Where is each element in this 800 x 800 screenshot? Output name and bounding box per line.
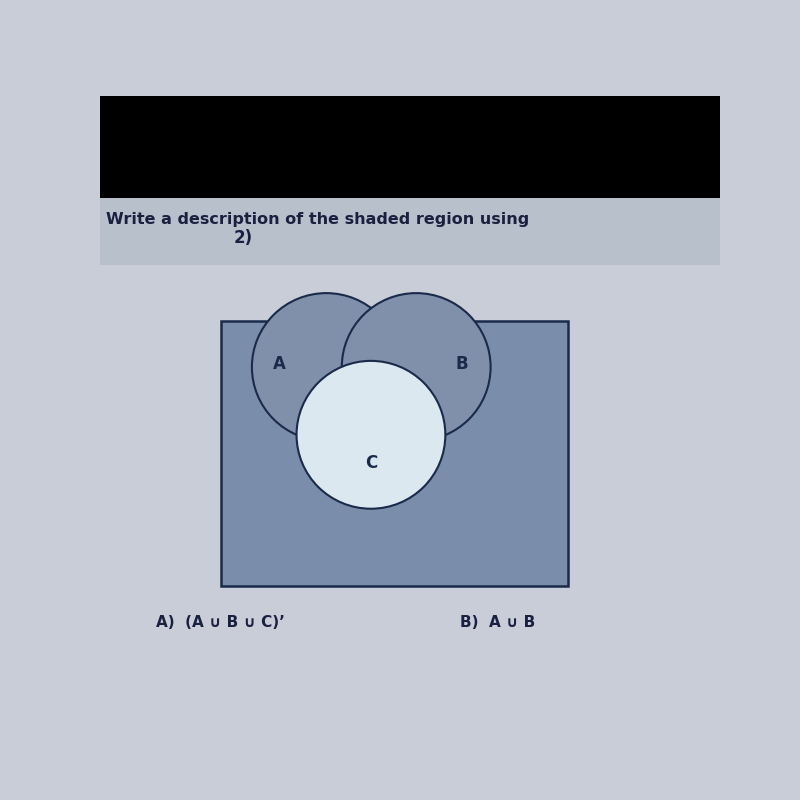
- Text: A)  (A ∪ B ∪ C)’: A) (A ∪ B ∪ C)’: [156, 615, 285, 630]
- Text: C: C: [365, 454, 377, 471]
- Text: Write a description of the shaded region using: Write a description of the shaded region…: [106, 212, 530, 226]
- Text: B)  A ∪ B: B) A ∪ B: [459, 615, 535, 630]
- Text: 1) A = {200, 201, 202, ..., 2000}: 1) A = {200, 201, 202, ..., 2000}: [257, 162, 526, 178]
- Text: 2): 2): [234, 229, 253, 246]
- Circle shape: [297, 361, 446, 509]
- Bar: [100, 198, 720, 266]
- Text: B) n(A) =: B) n(A) =: [529, 180, 607, 194]
- Text: B: B: [456, 355, 468, 373]
- Circle shape: [252, 293, 401, 441]
- Circle shape: [342, 293, 490, 441]
- Bar: [221, 321, 568, 586]
- Text: A) n(A) = 1801: A) n(A) = 1801: [195, 180, 321, 194]
- Text: A: A: [274, 355, 286, 373]
- Bar: [100, 96, 720, 198]
